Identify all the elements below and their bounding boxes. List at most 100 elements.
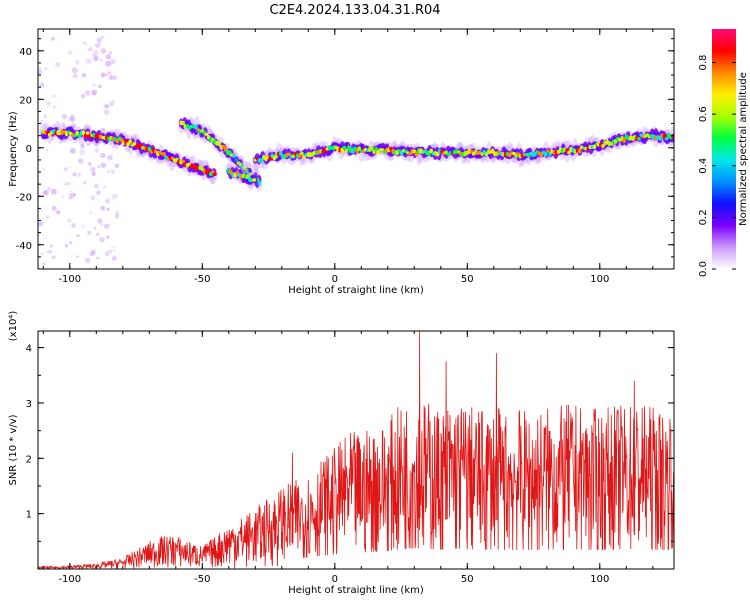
spectrogram-noise-blob — [110, 169, 116, 175]
snr-y-multiplier: (x10⁴) — [8, 311, 19, 342]
spectrogram-cell — [357, 146, 361, 151]
spectrogram-noise-blob — [69, 147, 76, 154]
spectrogram-cell — [259, 158, 264, 163]
spectrogram-noise-blob — [101, 206, 105, 210]
spectrogram-noise-blob — [95, 43, 100, 48]
spectrogram-noise-blob — [69, 189, 72, 192]
spectrogram-noise-blob — [50, 244, 54, 248]
snr-xtick-label: -100 — [58, 574, 81, 585]
colorbar-gradient — [712, 29, 736, 269]
snr-frame — [37, 330, 675, 570]
figure-title: C2E4.2024.133.04.31.R04 — [269, 3, 440, 18]
spectrogram-noise-blob — [97, 84, 102, 89]
spectrogram-noise-blob — [96, 190, 101, 195]
spectrogram-noise-blob — [41, 261, 47, 267]
spectrogram-noise-blob — [100, 36, 104, 39]
spectrogram-x-axis-label: Height of straight line (km) — [288, 285, 424, 296]
spectrogram-noise-blob — [96, 37, 102, 43]
colorbar-tick-label: 0.8 — [698, 55, 709, 71]
spectrogram-noise-blob — [106, 235, 110, 239]
spectrogram-noise-blob — [51, 205, 56, 210]
spectrogram-noise-blob — [96, 256, 100, 260]
colorbar-tick-label: 0.2 — [698, 209, 709, 225]
spectrogram-noise-blob — [88, 47, 93, 52]
spectrogram-noise-blob — [89, 211, 93, 215]
spectrogram-noise-blob — [80, 143, 85, 148]
spectrogram-noise-blob — [112, 249, 116, 253]
spectrogram-noise-blob — [45, 215, 50, 219]
spectrogram-noise-blob — [111, 193, 118, 200]
spectrogram-cell — [342, 145, 347, 150]
spectrogram-cell — [592, 144, 597, 150]
spectrogram-noise-blob — [104, 251, 110, 257]
snr-ticks: -100 -50 0 50 100 4 3 2 1 — [26, 331, 674, 585]
spectrogram-noise-blob — [50, 36, 56, 41]
colorbar-tick-label: 0.4 — [698, 158, 709, 174]
spectrogram-noise-blob — [93, 55, 99, 61]
spectrogram-noise-blob — [51, 255, 56, 260]
spectrogram-noise-blob — [84, 42, 88, 46]
spectrogram-noise-blob — [109, 101, 114, 107]
spectrogram-noise-blob — [81, 225, 85, 228]
snr-y-axis-label: SNR (10 * v/v) — [8, 414, 19, 485]
spectrogram-noise-blob — [108, 249, 112, 254]
spectrogram-cell — [257, 180, 262, 186]
spectrogram-cell — [543, 151, 548, 158]
spectrogram-noise-blob — [39, 67, 42, 70]
spectrogram-cell — [206, 168, 211, 173]
spectrogram-noise-blob — [90, 195, 96, 201]
spectrogram-noise-blob — [43, 189, 49, 196]
spectrogram-noise-blob — [67, 181, 71, 186]
spectrogram-noise-blob — [46, 251, 49, 254]
spectrogram-cell — [192, 163, 196, 169]
spectrogram-noise-blob — [52, 105, 56, 109]
spectrogram-noise-blob — [87, 161, 92, 166]
spectrogram-noise-blob — [44, 67, 48, 71]
spectrogram-noise-blob — [100, 223, 103, 226]
spectrogram-noise-blob — [81, 72, 87, 78]
colorbar-label: Normalized spectral amplitude — [738, 72, 749, 226]
spectrogram-cell — [128, 139, 133, 144]
spectrogram-noise-blob — [93, 183, 99, 189]
spectrogram-noise-blob — [43, 237, 46, 241]
spectrogram-noise-blob — [76, 234, 79, 237]
spectrogram-noise-blob — [109, 58, 116, 65]
spectrogram-noise-blob — [77, 158, 84, 164]
spectrogram-noise-blob — [94, 142, 99, 147]
spectrogram-cell — [429, 148, 434, 154]
spectrogram-xtick-label: 0 — [332, 274, 338, 285]
spectrogram-noise-blob — [97, 165, 101, 168]
spectrogram-noise-blob — [82, 180, 87, 185]
spectrogram-noise-blob — [42, 190, 47, 196]
spectrogram-noise-blob — [105, 104, 110, 109]
spectrogram-cell — [622, 137, 626, 143]
snr-ytick-label: 2 — [26, 454, 32, 465]
spectrogram-cell — [211, 170, 215, 174]
spectrogram-noise-blob — [108, 75, 114, 81]
spectrogram-trace — [40, 121, 219, 185]
spectrogram-noise-blob — [69, 116, 76, 122]
spectrogram-heat-layer — [38, 36, 674, 267]
spectrogram-noise-blob — [69, 241, 73, 245]
spectrogram-ticks: -100 -50 0 50 100 40 20 0 -20 -40 — [16, 29, 674, 285]
spectrogram-noise-blob — [57, 210, 61, 214]
spectrogram-cell — [217, 141, 222, 147]
spectrogram-noise-blob — [100, 152, 106, 159]
spectrogram-cell — [181, 120, 186, 126]
spectrogram-cell — [83, 133, 88, 139]
spectrogram-cell — [546, 149, 550, 153]
spectrogram-ytick-label: 0 — [26, 144, 32, 155]
spectrogram-noise-blob — [114, 210, 120, 216]
spectrogram-noise-blob — [74, 60, 80, 65]
spectrogram-noise-blob — [87, 230, 92, 235]
spectrogram-noise-blob — [72, 73, 78, 79]
spectrogram-noise-blob — [99, 236, 105, 243]
spectrogram-noise-blob — [40, 119, 44, 123]
spectrogram-trace — [225, 162, 258, 191]
spectrogram-noise-blob — [87, 48, 90, 51]
snr-ytick-label: 1 — [26, 510, 32, 521]
spectrogram-noise-blob — [50, 188, 57, 195]
spectrogram-xtick-label: -100 — [58, 274, 81, 285]
spectrogram-noise-blob — [41, 252, 44, 256]
